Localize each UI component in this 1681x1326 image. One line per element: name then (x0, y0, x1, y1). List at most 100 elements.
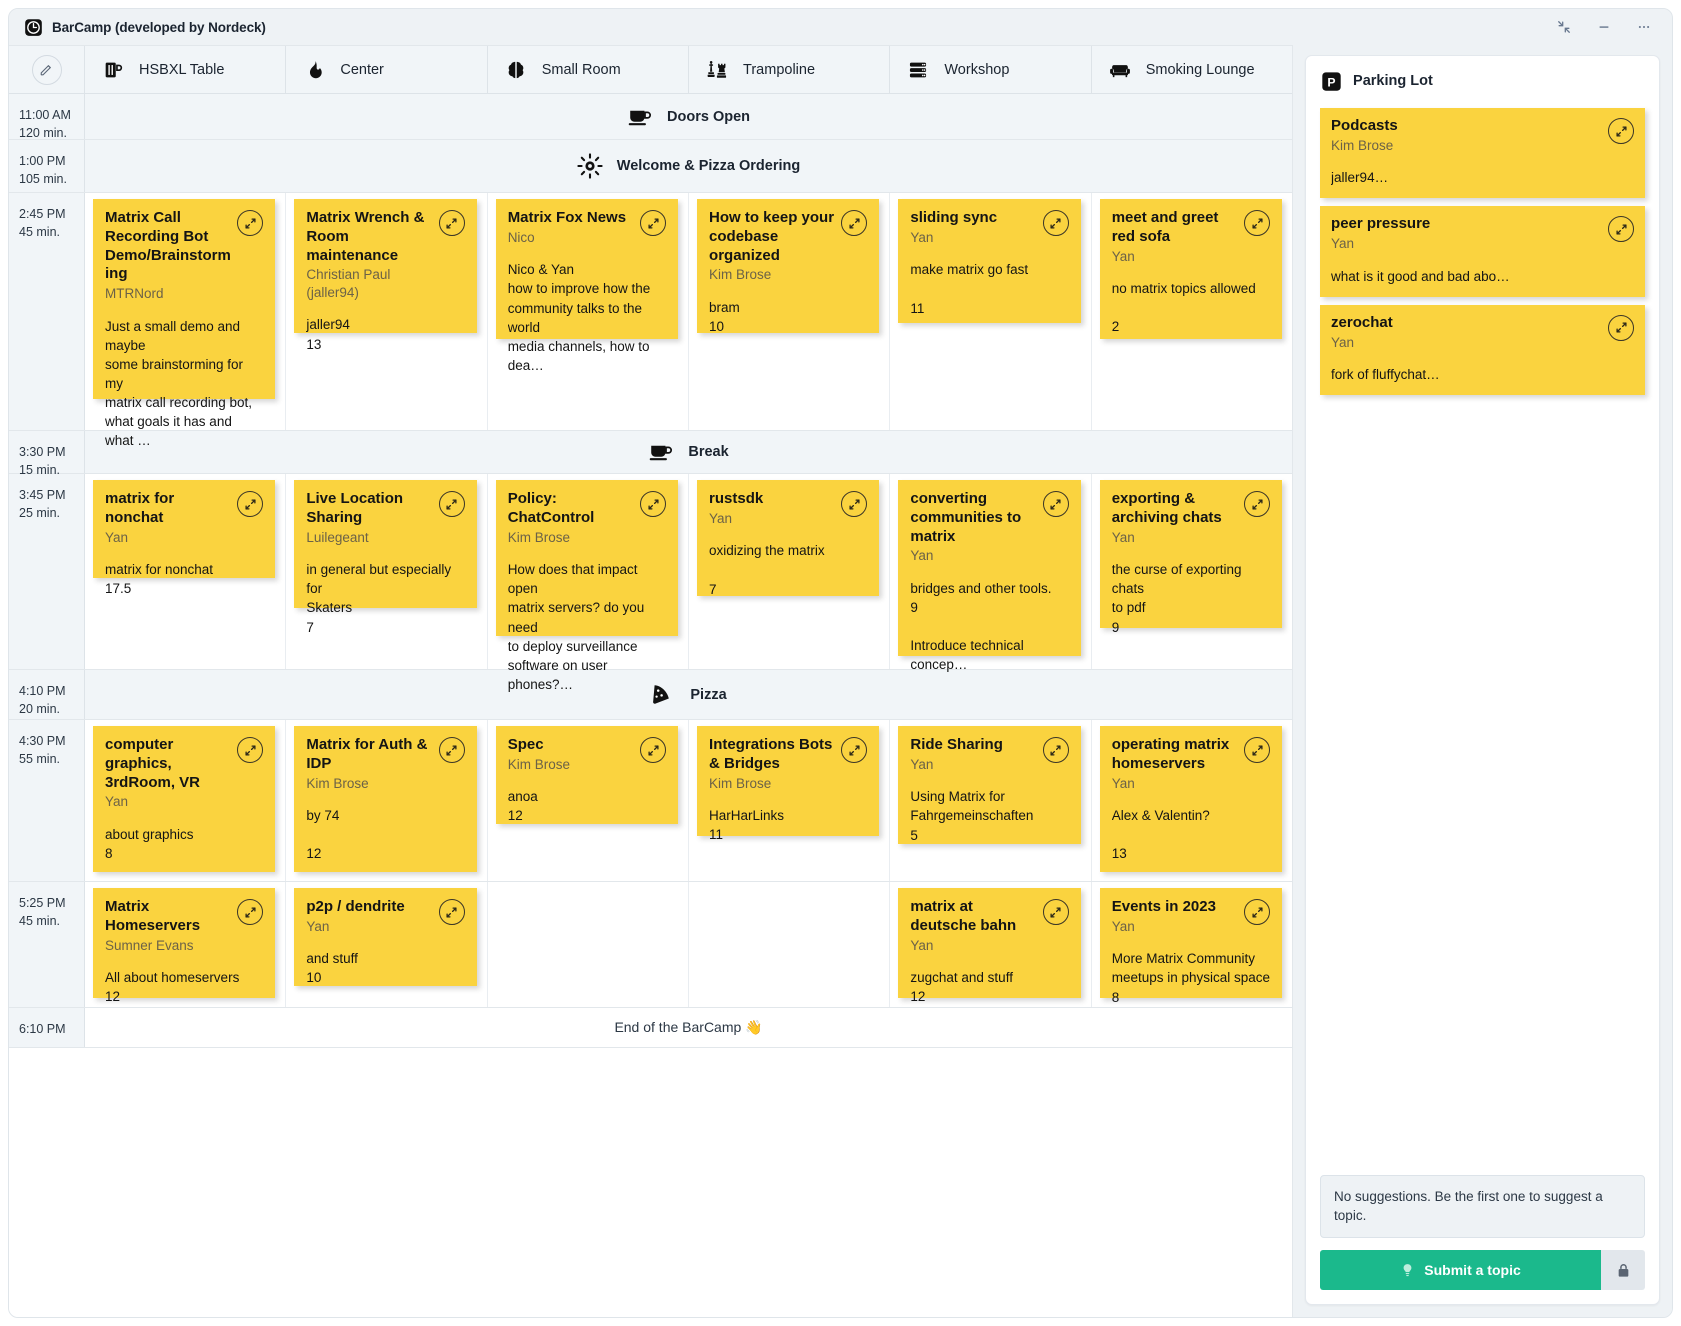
session-slot[interactable]: Live Location Sharing Luilegeant in genera… (286, 474, 488, 669)
expand-session-button[interactable] (640, 210, 667, 236)
session-slot[interactable]: Integrations Bots & Bridges Kim Brose HarH… (689, 720, 891, 881)
expand-session-button[interactable] (1608, 118, 1634, 144)
expand-session-button[interactable] (438, 737, 465, 763)
session-card-titles: Matrix Wrench & Room maintenance Christia… (306, 209, 432, 301)
session-title: Matrix for Auth & IDP (306, 736, 428, 772)
session-card[interactable]: Matrix for Auth & IDP Kim Brose by 74 12 (294, 726, 477, 872)
session-slot[interactable]: Matrix Call Recording Bot Demo/Brainstor… (85, 193, 287, 448)
session-card[interactable]: p2p / dendrite Yan and stuff 10 (294, 888, 477, 986)
expand-session-button[interactable] (841, 737, 868, 763)
session-slot[interactable]: computer graphics, 3rdRoom, VR Yan about g… (85, 720, 287, 881)
edit-pencil-icon[interactable] (31, 54, 62, 85)
expand-session-button[interactable] (1042, 210, 1069, 236)
expand-session-button[interactable] (841, 491, 868, 517)
session-slot[interactable]: converting communities to matrix Yan bridg… (890, 474, 1092, 672)
session-slot[interactable]: Events in 2023 Yan More Matrix Community me… (1092, 882, 1292, 1007)
session-slot[interactable]: exporting & archiving chats Yan the curse … (1092, 474, 1292, 669)
session-slot[interactable]: meet and greet red sofa Yan no matrix topi… (1092, 193, 1292, 430)
expand-session-button[interactable] (1244, 899, 1271, 925)
parking-lot-card[interactable]: Podcasts Kim Brose jaller94… (1320, 108, 1645, 199)
expand-session-button[interactable] (1042, 737, 1069, 763)
session-card[interactable]: Matrix Fox News Nico Nico & Yan how to impr… (495, 199, 679, 373)
session-desc-line: matrix call recording bot, (105, 395, 253, 411)
expand-session-button[interactable] (237, 210, 264, 236)
row-time-start: 1:00 PM (19, 154, 66, 168)
session-slot[interactable]: rustsdk Yan oxidizing the matrix 7 (689, 474, 891, 669)
parking-card-author: Yan (1331, 334, 1355, 350)
expand-session-button[interactable] (438, 491, 465, 517)
submit-topic-button[interactable]: Submit a topic (1320, 1250, 1601, 1290)
expand-session-button[interactable] (237, 899, 264, 925)
session-card[interactable]: Policy: ChatControl Kim Brose How does tha… (495, 480, 679, 692)
session-card[interactable]: Matrix Wrench & Room maintenance Christia… (294, 199, 477, 352)
session-slot[interactable]: Ride Sharing Yan Using Matrix for Fahrgemei… (890, 720, 1092, 881)
lock-button[interactable] (1601, 1250, 1645, 1290)
collapse-icon[interactable] (1556, 19, 1572, 35)
session-card-head: Matrix Fox News Nico (507, 209, 667, 246)
expand-session-button[interactable] (1244, 737, 1271, 763)
session-card[interactable]: converting communities to matrix Yan bridg… (898, 480, 1081, 672)
session-desc-line: Fahrgemeinschaften (910, 808, 1034, 824)
expand-session-button[interactable] (1042, 899, 1069, 925)
session-card[interactable]: operating matrix homeservers Yan Alex & Va… (1099, 726, 1283, 872)
expand-session-button[interactable] (1608, 216, 1634, 243)
expand-session-button[interactable] (841, 210, 868, 236)
session-card[interactable]: How to keep your codebase organized Kim B… (697, 199, 880, 334)
expand-session-button[interactable] (1608, 314, 1634, 341)
session-card[interactable]: Spec Kim Brose anoa 12 (495, 726, 679, 824)
expand-session-button[interactable] (1042, 491, 1069, 517)
session-slot[interactable]: p2p / dendrite Yan and stuff 10 (286, 882, 488, 1007)
expand-session-button[interactable] (438, 899, 465, 925)
session-card[interactable]: Matrix Call Recording Bot Demo/Brainstor… (93, 199, 276, 448)
session-title: Matrix Fox News (507, 209, 627, 226)
expand-session-button[interactable] (237, 491, 264, 517)
session-slot[interactable]: Matrix Homeservers Sumner Evans All about … (85, 882, 287, 1007)
expand-session-button[interactable] (237, 737, 264, 763)
session-description: in general but especially for Skaters 7 (306, 560, 464, 637)
parking-lot-card[interactable]: peer pressure Yan what is it good and bad … (1320, 206, 1645, 297)
session-slot[interactable]: Matrix Fox News Nico Nico & Yan how to impr… (488, 193, 690, 430)
minimize-icon[interactable] (1596, 19, 1612, 35)
session-slot[interactable]: sliding sync Yan make matrix go fast 11 (890, 193, 1092, 430)
session-desc-line: 12 (507, 808, 523, 824)
session-card[interactable]: sliding sync Yan make matrix go fast 11 (898, 199, 1081, 323)
empty-slot[interactable] (689, 882, 891, 1007)
parking-lot-card[interactable]: zerochat Yan fork of fluffychat… (1320, 304, 1645, 396)
session-slot[interactable]: Policy: ChatControl Kim Brose How does tha… (488, 474, 690, 692)
expand-session-button[interactable] (1244, 491, 1271, 517)
session-card[interactable]: exporting & archiving chats Yan the curse … (1099, 480, 1283, 635)
session-desc-line: media channels, how to dea… (507, 338, 650, 374)
session-desc-line: 9 (910, 599, 918, 615)
session-card[interactable]: meet and greet red sofa Yan no matrix topi… (1099, 199, 1283, 339)
session-slot[interactable]: matrix for nonchat Yan matrix for nonchat 1… (85, 474, 287, 669)
session-card[interactable]: computer graphics, 3rdRoom, VR Yan about g… (93, 726, 276, 872)
session-card[interactable]: Integrations Bots & Bridges Kim Brose HarH… (697, 726, 880, 842)
session-slot[interactable]: operating matrix homeservers Yan Alex & Va… (1092, 720, 1292, 881)
session-author: Yan (1111, 775, 1135, 791)
session-desc-line: software on user phones?… (507, 657, 608, 692)
session-slot[interactable]: How to keep your codebase organized Kim B… (689, 193, 891, 430)
session-slot[interactable]: Spec Kim Brose anoa 12 (488, 720, 690, 881)
session-card[interactable]: Live Location Sharing Luilegeant in genera… (294, 480, 477, 635)
session-card[interactable]: matrix for nonchat Yan matrix for nonchat 1… (93, 480, 276, 596)
expand-session-button[interactable] (438, 210, 465, 236)
row-time-duration: 25 min. (19, 506, 60, 521)
expand-session-button[interactable] (640, 737, 667, 763)
row-time-start: 4:30 PM (19, 734, 66, 748)
session-row-cells: Matrix Homeservers Sumner Evans All about … (85, 882, 1292, 1007)
session-card[interactable]: rustsdk Yan oxidizing the matrix 7 (697, 480, 880, 597)
schedule-footer-row: 6:10 PM End of the BarCamp 👋 (9, 1008, 1293, 1048)
session-slot[interactable]: matrix at deutsche bahn Yan zugchat and st… (890, 882, 1092, 1007)
room-headers: HSBXL Table Center Small Room Trampoline Wor… (85, 46, 1292, 93)
empty-slot[interactable] (488, 882, 690, 1007)
expand-session-button[interactable] (640, 491, 667, 517)
more-options-icon[interactable] (1636, 19, 1652, 35)
session-card[interactable]: Matrix Homeservers Sumner Evans All about … (93, 888, 276, 1004)
session-desc-line (910, 617, 1068, 636)
session-slot[interactable]: Matrix for Auth & IDP Kim Brose by 74 12 (286, 720, 488, 881)
expand-session-button[interactable] (1244, 210, 1271, 236)
session-card[interactable]: Ride Sharing Yan Using Matrix for Fahrgemei… (898, 726, 1081, 844)
session-slot[interactable]: Matrix Wrench & Room maintenance Christia… (286, 193, 488, 430)
session-card[interactable]: matrix at deutsche bahn Yan zugchat and st… (898, 888, 1081, 1004)
session-card[interactable]: Events in 2023 Yan More Matrix Community me… (1099, 888, 1283, 1005)
